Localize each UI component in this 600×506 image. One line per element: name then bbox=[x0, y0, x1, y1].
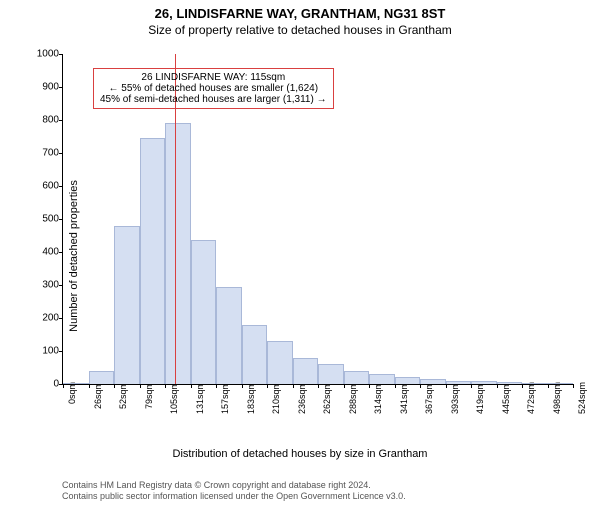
x-tick-label: 105sqm bbox=[169, 382, 179, 414]
histogram-bar bbox=[63, 383, 89, 384]
y-tick-label: 600 bbox=[23, 181, 59, 192]
histogram-bar bbox=[497, 382, 523, 384]
annotation-line-1: 26 LINDISFARNE WAY: 115sqm bbox=[100, 72, 327, 83]
x-tick-label: 393sqm bbox=[450, 382, 460, 414]
x-tick-mark bbox=[293, 384, 294, 388]
x-tick-mark bbox=[89, 384, 90, 388]
histogram-bar bbox=[140, 138, 166, 384]
x-axis-label: Distribution of detached houses by size … bbox=[0, 448, 600, 460]
histogram-bar bbox=[89, 371, 115, 384]
footer-line-1: Contains HM Land Registry data © Crown c… bbox=[62, 480, 406, 491]
annotation-line-3: 45% of semi-detached houses are larger (… bbox=[100, 94, 327, 105]
x-tick-mark bbox=[573, 384, 574, 388]
y-tick-label: 500 bbox=[23, 214, 59, 225]
chart-title-sub: Size of property relative to detached ho… bbox=[0, 23, 600, 37]
y-tick-label: 800 bbox=[23, 115, 59, 126]
y-tick-mark bbox=[59, 54, 63, 55]
histogram-bar bbox=[522, 383, 548, 384]
y-tick-mark bbox=[59, 87, 63, 88]
histogram-bar bbox=[395, 377, 421, 384]
x-tick-mark bbox=[216, 384, 217, 388]
y-tick-label: 0 bbox=[23, 379, 59, 390]
chart-container: Number of detached properties 0100200300… bbox=[0, 46, 600, 466]
x-tick-mark bbox=[369, 384, 370, 388]
y-tick-label: 700 bbox=[23, 148, 59, 159]
x-tick-mark bbox=[242, 384, 243, 388]
y-tick-label: 400 bbox=[23, 247, 59, 258]
y-tick-mark bbox=[59, 120, 63, 121]
x-tick-label: 524sqm bbox=[577, 382, 587, 414]
histogram-bar bbox=[446, 381, 472, 384]
x-tick-mark bbox=[471, 384, 472, 388]
x-tick-mark bbox=[191, 384, 192, 388]
x-tick-mark bbox=[114, 384, 115, 388]
histogram-bar bbox=[165, 123, 191, 384]
y-tick-mark bbox=[59, 186, 63, 187]
histogram-bar bbox=[216, 287, 242, 384]
x-tick-label: 157sqm bbox=[220, 382, 230, 414]
x-tick-mark bbox=[522, 384, 523, 388]
x-tick-label: 341sqm bbox=[399, 382, 409, 414]
x-tick-label: 367sqm bbox=[424, 382, 434, 414]
histogram-bar bbox=[191, 240, 217, 384]
chart-title-main: 26, LINDISFARNE WAY, GRANTHAM, NG31 8ST bbox=[0, 6, 600, 21]
x-tick-mark bbox=[318, 384, 319, 388]
x-tick-mark bbox=[548, 384, 549, 388]
x-tick-label: 26sqm bbox=[93, 382, 103, 409]
histogram-bar bbox=[548, 383, 574, 384]
y-tick-label: 300 bbox=[23, 280, 59, 291]
x-tick-mark bbox=[267, 384, 268, 388]
x-tick-label: 262sqm bbox=[322, 382, 332, 414]
x-tick-label: 288sqm bbox=[348, 382, 358, 414]
y-tick-label: 1000 bbox=[23, 49, 59, 60]
x-tick-label: 314sqm bbox=[373, 382, 383, 414]
y-tick-mark bbox=[59, 285, 63, 286]
histogram-bar bbox=[344, 371, 370, 384]
x-tick-mark bbox=[344, 384, 345, 388]
x-tick-label: 52sqm bbox=[118, 382, 128, 409]
x-tick-mark bbox=[140, 384, 141, 388]
x-tick-mark bbox=[395, 384, 396, 388]
annotation-box: 26 LINDISFARNE WAY: 115sqm← 55% of detac… bbox=[93, 68, 334, 109]
footer-attribution: Contains HM Land Registry data © Crown c… bbox=[62, 480, 406, 502]
y-tick-mark bbox=[59, 219, 63, 220]
x-tick-label: 445sqm bbox=[501, 382, 511, 414]
histogram-bar bbox=[471, 381, 497, 384]
x-tick-mark bbox=[497, 384, 498, 388]
histogram-bar bbox=[114, 226, 140, 384]
x-tick-label: 498sqm bbox=[552, 382, 562, 414]
x-tick-label: 79sqm bbox=[144, 382, 154, 409]
x-tick-label: 419sqm bbox=[475, 382, 485, 414]
annotation-line-2: ← 55% of detached houses are smaller (1,… bbox=[100, 83, 327, 94]
y-tick-mark bbox=[59, 351, 63, 352]
x-tick-mark bbox=[63, 384, 64, 388]
y-tick-label: 200 bbox=[23, 313, 59, 324]
plot-area: 010020030040050060070080090010000sqm26sq… bbox=[62, 54, 573, 385]
x-tick-label: 0sqm bbox=[67, 382, 77, 404]
y-tick-label: 100 bbox=[23, 346, 59, 357]
histogram-bar bbox=[318, 364, 344, 384]
y-tick-mark bbox=[59, 153, 63, 154]
x-tick-label: 183sqm bbox=[246, 382, 256, 414]
x-tick-mark bbox=[420, 384, 421, 388]
x-tick-mark bbox=[165, 384, 166, 388]
x-tick-label: 131sqm bbox=[195, 382, 205, 414]
y-tick-label: 900 bbox=[23, 82, 59, 93]
histogram-bar bbox=[242, 325, 268, 384]
y-tick-mark bbox=[59, 252, 63, 253]
x-tick-label: 236sqm bbox=[297, 382, 307, 414]
y-tick-mark bbox=[59, 318, 63, 319]
histogram-bar bbox=[369, 374, 395, 384]
histogram-bar bbox=[293, 358, 319, 384]
footer-line-2: Contains public sector information licen… bbox=[62, 491, 406, 502]
x-tick-label: 472sqm bbox=[526, 382, 536, 414]
x-tick-mark bbox=[446, 384, 447, 388]
histogram-bar bbox=[420, 379, 446, 384]
histogram-bar bbox=[267, 341, 293, 384]
x-tick-label: 210sqm bbox=[271, 382, 281, 414]
